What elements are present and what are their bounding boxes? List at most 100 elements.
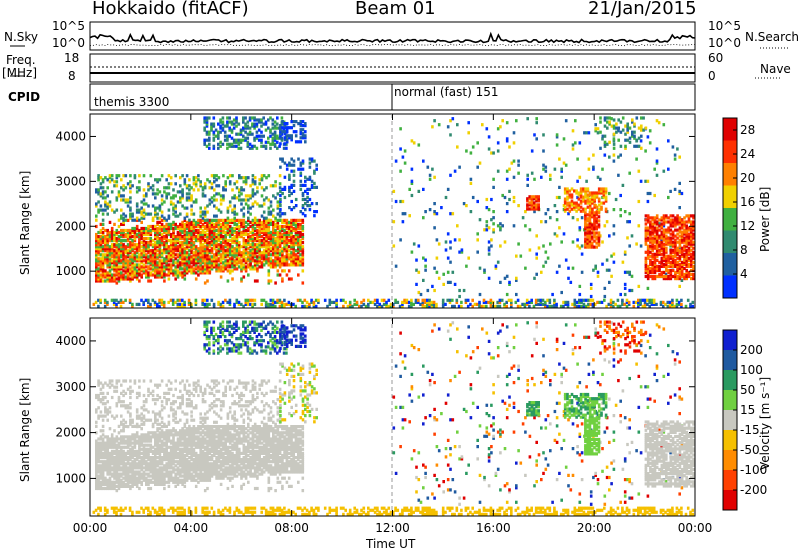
power-cell <box>532 304 536 308</box>
power-cell <box>310 298 313 302</box>
power-cell <box>160 174 164 178</box>
power-cell <box>133 235 137 239</box>
power-cell <box>597 231 601 235</box>
power-cell <box>516 304 520 308</box>
power-cell <box>692 254 695 258</box>
power-cell <box>299 128 303 132</box>
power-cell <box>242 241 246 245</box>
power-cell <box>203 220 207 224</box>
power-cell <box>172 255 175 259</box>
power-cell <box>567 266 570 270</box>
power-cell <box>692 228 695 232</box>
power-cell <box>662 252 666 256</box>
velocity-cell <box>95 474 98 478</box>
power-cell <box>228 128 231 132</box>
power-cell <box>226 253 230 257</box>
power-cell <box>199 224 202 229</box>
power-cell <box>151 263 155 267</box>
power-cell <box>181 243 184 247</box>
power-cell <box>678 206 681 210</box>
power-cell <box>444 248 448 252</box>
power-cell <box>97 304 100 308</box>
power-cell <box>577 203 581 207</box>
power-cell <box>660 240 664 244</box>
power-cell <box>588 233 592 237</box>
power-cell <box>192 188 196 192</box>
power-cell <box>190 196 193 200</box>
power-cell <box>176 261 180 265</box>
power-cell <box>631 118 634 122</box>
power-cell <box>124 200 128 204</box>
power-cell <box>126 218 130 222</box>
power-cell <box>163 275 166 279</box>
power-cell <box>579 187 583 191</box>
power-cell <box>646 220 650 224</box>
power-cell <box>104 275 107 279</box>
power-cell <box>192 241 196 245</box>
power-cell <box>256 235 259 239</box>
power-cell <box>172 188 175 192</box>
power-cell <box>154 247 157 251</box>
power-cell <box>142 198 146 202</box>
power-cell <box>692 242 695 246</box>
power-cell <box>151 226 155 231</box>
power-cell <box>247 265 250 269</box>
power-cell <box>192 232 196 237</box>
power-cell <box>401 304 404 308</box>
power-cell <box>215 222 218 226</box>
power-cell <box>297 243 300 247</box>
power-cell <box>524 210 527 214</box>
power-cell <box>142 194 146 198</box>
power-cell <box>242 232 246 237</box>
power-cell <box>235 255 239 259</box>
power-cell <box>174 224 177 229</box>
power-cell <box>267 259 271 263</box>
power-cell <box>222 224 225 229</box>
power-cell <box>584 243 587 247</box>
power-cell <box>646 216 650 220</box>
power-cell <box>290 245 293 249</box>
power-cell <box>224 184 227 188</box>
power-cell <box>462 288 466 293</box>
power-cell <box>101 178 105 182</box>
power-cell <box>637 224 641 228</box>
velocity-cell <box>101 439 105 443</box>
power-cell <box>222 222 225 226</box>
power-cell <box>188 178 191 182</box>
velocity-cell <box>101 470 105 474</box>
power-cell <box>579 193 583 197</box>
power-cell <box>612 252 616 256</box>
power-cell <box>160 300 164 304</box>
power-cell <box>624 138 627 142</box>
power-cell <box>544 220 548 224</box>
power-cell <box>190 232 193 237</box>
power-cell <box>242 265 246 269</box>
power-cell <box>210 182 214 186</box>
power-cell <box>265 176 268 180</box>
power-cell <box>167 222 171 226</box>
power-cell <box>145 269 148 273</box>
power-cell <box>262 251 266 255</box>
power-cell <box>156 239 159 243</box>
power-cell <box>428 300 431 304</box>
power-cell <box>249 206 252 210</box>
power-cell <box>269 265 273 269</box>
power-cell <box>269 220 273 224</box>
power-cell <box>621 116 625 120</box>
power-cell <box>258 230 261 235</box>
power-cell <box>181 267 184 271</box>
power-cell <box>115 257 119 261</box>
power-cell <box>129 269 132 273</box>
power-cell <box>222 257 225 261</box>
power-cell <box>167 174 171 178</box>
power-cell <box>618 304 622 308</box>
power-cell <box>276 249 280 253</box>
power-cell <box>188 222 191 226</box>
power-cell <box>133 251 137 255</box>
power-cell <box>310 179 314 183</box>
power-cell <box>151 298 155 302</box>
power-cell <box>183 263 187 267</box>
power-cell <box>276 245 280 249</box>
power-cell <box>183 239 187 243</box>
power-cell <box>253 261 257 265</box>
